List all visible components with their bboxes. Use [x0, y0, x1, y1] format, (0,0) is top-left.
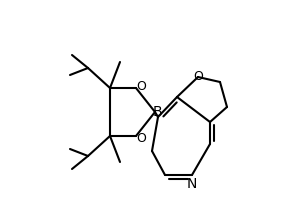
Text: B: B — [152, 105, 162, 119]
Text: O: O — [136, 80, 146, 93]
Text: N: N — [187, 177, 197, 191]
Text: O: O — [193, 70, 203, 84]
Text: O: O — [136, 131, 146, 145]
